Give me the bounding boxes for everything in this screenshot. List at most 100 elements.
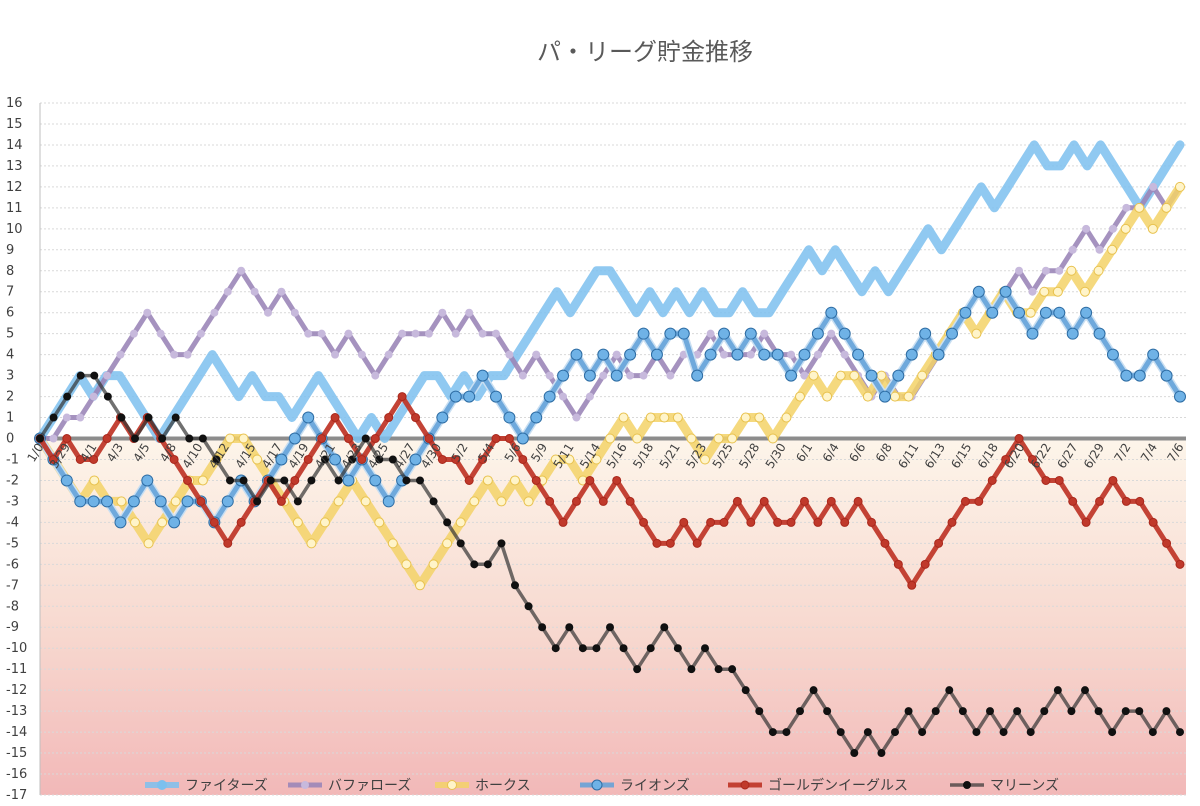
data-point <box>307 476 316 485</box>
data-point <box>892 369 905 382</box>
data-point <box>371 371 380 380</box>
data-point <box>823 707 832 716</box>
series-lines <box>34 140 1186 758</box>
data-point <box>625 496 635 506</box>
data-point <box>1041 266 1050 275</box>
data-point <box>264 308 272 317</box>
data-point <box>624 348 637 361</box>
data-point <box>456 539 465 548</box>
legend-swatch-marker <box>301 781 309 789</box>
data-point <box>1055 266 1064 275</box>
data-point <box>880 538 890 548</box>
data-point <box>679 517 689 527</box>
data-point <box>664 327 677 340</box>
data-point <box>1052 286 1063 297</box>
data-point <box>253 497 262 506</box>
data-point <box>523 496 534 507</box>
data-point <box>532 350 541 359</box>
data-point <box>1081 686 1089 695</box>
data-point <box>728 665 737 674</box>
data-point <box>76 413 85 422</box>
legend-swatch-marker <box>591 779 603 791</box>
y-tick-label: 5 <box>6 327 14 342</box>
data-point <box>63 392 72 401</box>
data-point <box>960 496 970 506</box>
data-point <box>156 329 165 338</box>
data-point <box>660 623 669 632</box>
data-point <box>1054 475 1064 485</box>
data-point <box>606 623 614 632</box>
data-point <box>424 329 433 338</box>
data-point <box>302 411 315 424</box>
data-point <box>1093 327 1106 340</box>
data-point <box>849 370 860 381</box>
data-point <box>687 665 696 674</box>
data-point <box>972 285 985 298</box>
data-point <box>1148 517 1158 527</box>
legend-item: ホークス <box>435 778 531 794</box>
data-point <box>999 285 1012 298</box>
data-point <box>744 327 757 340</box>
data-point <box>867 517 877 527</box>
data-point <box>585 392 594 401</box>
data-point <box>971 328 982 339</box>
data-point <box>76 371 85 380</box>
data-point <box>101 495 114 508</box>
series-line <box>35 140 1185 443</box>
data-point <box>293 497 302 506</box>
data-point <box>221 495 234 508</box>
data-point <box>1134 202 1145 213</box>
data-point <box>893 559 903 569</box>
data-point <box>1015 266 1024 275</box>
data-point <box>570 348 583 361</box>
data-point <box>334 476 343 485</box>
data-point <box>852 348 865 361</box>
data-point <box>344 329 353 338</box>
data-point <box>945 686 954 695</box>
data-point <box>1080 286 1090 297</box>
data-point <box>1080 306 1093 319</box>
data-point <box>212 455 221 464</box>
data-point <box>1095 496 1105 506</box>
data-point <box>1106 348 1119 361</box>
data-point <box>1175 559 1185 569</box>
data-point <box>306 538 317 549</box>
data-point <box>183 350 192 359</box>
data-point <box>1135 707 1144 716</box>
data-point <box>330 413 340 423</box>
data-point <box>767 433 778 444</box>
y-tick-label: 7 <box>6 285 14 300</box>
data-point <box>478 454 488 464</box>
data-point <box>518 371 527 380</box>
data-point <box>838 327 851 340</box>
data-point <box>904 707 913 716</box>
data-point <box>223 287 232 296</box>
data-point <box>1093 265 1104 276</box>
y-tick-label: -6 <box>6 557 19 572</box>
data-point <box>986 707 994 716</box>
data-point <box>424 434 434 444</box>
data-point <box>591 454 602 465</box>
data-point <box>476 369 489 382</box>
data-point <box>850 749 859 758</box>
data-point <box>706 329 715 338</box>
data-point <box>999 728 1008 737</box>
y-tick-label: -10 <box>6 641 27 656</box>
legend-item: マリーンズ <box>950 778 1059 794</box>
data-point <box>673 644 682 653</box>
data-point <box>692 538 702 548</box>
data-point <box>504 434 514 444</box>
data-point <box>572 413 581 422</box>
y-tick-label: -4 <box>6 515 19 530</box>
data-point <box>796 707 804 716</box>
data-point <box>342 474 355 487</box>
data-point <box>183 475 193 485</box>
data-point <box>836 728 845 737</box>
data-point <box>1013 707 1022 716</box>
y-tick-label: 15 <box>6 117 23 132</box>
data-point <box>130 517 140 528</box>
data-point <box>375 455 384 464</box>
data-point <box>292 517 303 528</box>
data-point <box>918 728 927 737</box>
data-point <box>397 392 407 402</box>
